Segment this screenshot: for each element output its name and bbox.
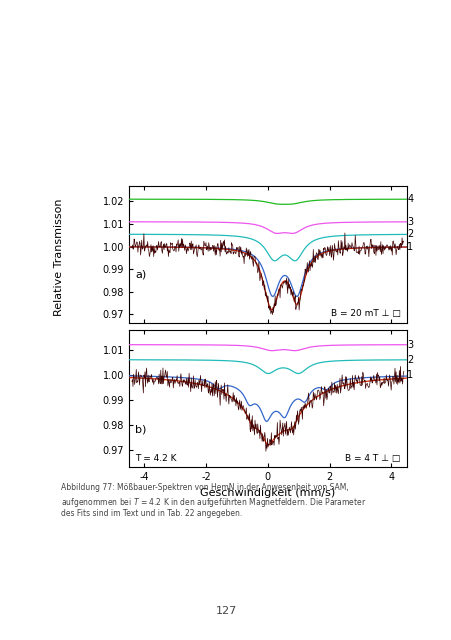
Text: 2: 2: [406, 229, 413, 239]
Text: 3: 3: [406, 340, 413, 349]
Text: aufgenommen bei $T$ = 4.2 K in den aufgeführten Magnetfeldern. Die Parameter: aufgenommen bei $T$ = 4.2 K in den aufge…: [61, 496, 366, 509]
Text: a): a): [135, 269, 146, 279]
Text: B = 4 T ⊥ □: B = 4 T ⊥ □: [345, 454, 400, 463]
Text: des Fits sind im Text und in Tab. 22 angegeben.: des Fits sind im Text und in Tab. 22 ang…: [61, 509, 242, 518]
Text: 1: 1: [406, 370, 413, 380]
X-axis label: Geschwindigkeit (mm/s): Geschwindigkeit (mm/s): [200, 488, 335, 498]
Text: 3: 3: [406, 217, 413, 227]
Text: 127: 127: [215, 605, 236, 616]
Text: 1: 1: [406, 241, 413, 252]
Text: Relative Transmisson: Relative Transmisson: [54, 199, 64, 316]
Text: T = 4.2 K: T = 4.2 K: [135, 454, 176, 463]
Text: Abbildung 77: Mößbauer-Spektren von HemN in der Anwesenheit von SAM,: Abbildung 77: Mößbauer-Spektren von HemN…: [61, 483, 348, 492]
Text: b): b): [135, 425, 146, 435]
Text: 4: 4: [406, 194, 413, 204]
Text: 2: 2: [406, 355, 413, 365]
Text: B = 20 mT ⊥ □: B = 20 mT ⊥ □: [330, 308, 400, 317]
